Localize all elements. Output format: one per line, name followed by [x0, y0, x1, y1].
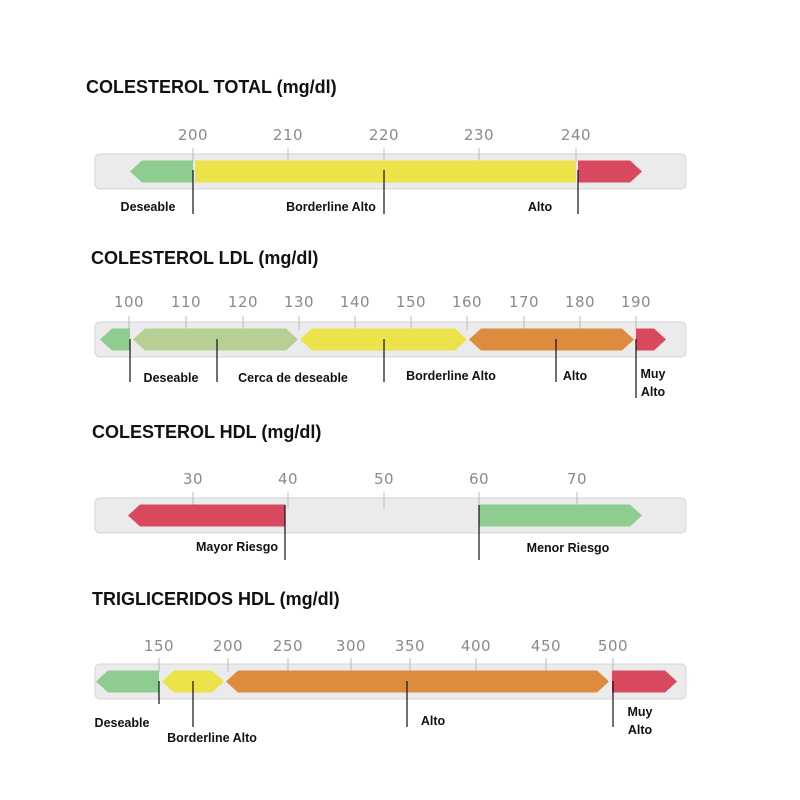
tick-label: 200: [178, 126, 208, 144]
category-label: Borderline Alto: [286, 200, 376, 214]
category-label: Deseable: [121, 200, 176, 214]
panel-title: COLESTEROL TOTAL (mg/dl): [86, 77, 337, 97]
category-label: Mayor Riesgo: [196, 540, 278, 554]
tick-label: 250: [273, 637, 303, 655]
tick-label: 40: [278, 470, 298, 488]
tick-label: 30: [183, 470, 203, 488]
tick-label: 150: [144, 637, 174, 655]
tick-label: 500: [598, 637, 628, 655]
category-label: Muy: [628, 705, 653, 719]
tick-label: 230: [464, 126, 494, 144]
panel-colesterol-ldl-mg-dl: COLESTEROL LDL (mg/dl) 100 110 120 130 140 150…: [91, 248, 687, 399]
band-borderline-alto: [195, 160, 576, 183]
category-label: Muy: [641, 367, 666, 381]
category-label: Alto: [563, 369, 588, 383]
tick-label: 190: [621, 293, 651, 311]
tick-label: 180: [565, 293, 595, 311]
category-label: Alto: [641, 385, 666, 399]
tick-label: 170: [509, 293, 539, 311]
band-alto: [226, 670, 609, 693]
band-cerca-de-deseable: [133, 328, 298, 351]
tick-label: 160: [452, 293, 482, 311]
tick-label: 110: [171, 293, 201, 311]
category-label: Alto: [628, 723, 653, 737]
tick-label: 350: [395, 637, 425, 655]
tick-label: 130: [284, 293, 314, 311]
panel-colesterol-hdl-mg-dl: COLESTEROL HDL (mg/dl) 30 40 50 60 70 Mayor Ri…: [92, 422, 687, 560]
tick-label: 50: [374, 470, 394, 488]
band-mayor-riesgo: [128, 504, 285, 527]
band-deseable: [100, 328, 130, 351]
band-deseable: [130, 160, 193, 183]
category-label: Menor Riesgo: [527, 541, 610, 555]
band-muy-alto: [636, 328, 666, 351]
panel-trigliceridos-hdl-mg-dl: TRIGLICERIDOS HDL (mg/dl) 150 200 250 300 350…: [92, 589, 687, 745]
tick-label: 150: [396, 293, 426, 311]
tick-label: 60: [469, 470, 489, 488]
category-label: Alto: [421, 714, 446, 728]
category-label: Deseable: [95, 716, 150, 730]
tick-label: 300: [336, 637, 366, 655]
category-label: Deseable: [144, 371, 199, 385]
category-label: Borderline Alto: [167, 731, 257, 745]
tick-label: 450: [531, 637, 561, 655]
band-alto: [578, 160, 642, 183]
tick-label: 200: [213, 637, 243, 655]
category-label: Alto: [528, 200, 553, 214]
tick-label: 70: [567, 470, 587, 488]
band-muy-alto: [612, 670, 677, 693]
band-menor-riesgo: [479, 504, 642, 527]
tick-label: 220: [369, 126, 399, 144]
panel-title: TRIGLICERIDOS HDL (mg/dl): [92, 589, 340, 609]
tick-label: 400: [461, 637, 491, 655]
tick-label: 240: [561, 126, 591, 144]
category-label: Cerca de deseable: [238, 371, 348, 385]
tick-label: 100: [114, 293, 144, 311]
panel-title: COLESTEROL HDL (mg/dl): [92, 422, 321, 442]
band-alto: [469, 328, 634, 351]
tick-label: 120: [228, 293, 258, 311]
band-deseable: [96, 670, 159, 693]
tick-label: 140: [340, 293, 370, 311]
tick-label: 210: [273, 126, 303, 144]
panel-title: COLESTEROL LDL (mg/dl): [91, 248, 318, 268]
panel-colesterol-total-mg-dl: COLESTEROL TOTAL (mg/dl) 200 210 220 230 240 D…: [86, 77, 687, 214]
category-label: Borderline Alto: [406, 369, 496, 383]
